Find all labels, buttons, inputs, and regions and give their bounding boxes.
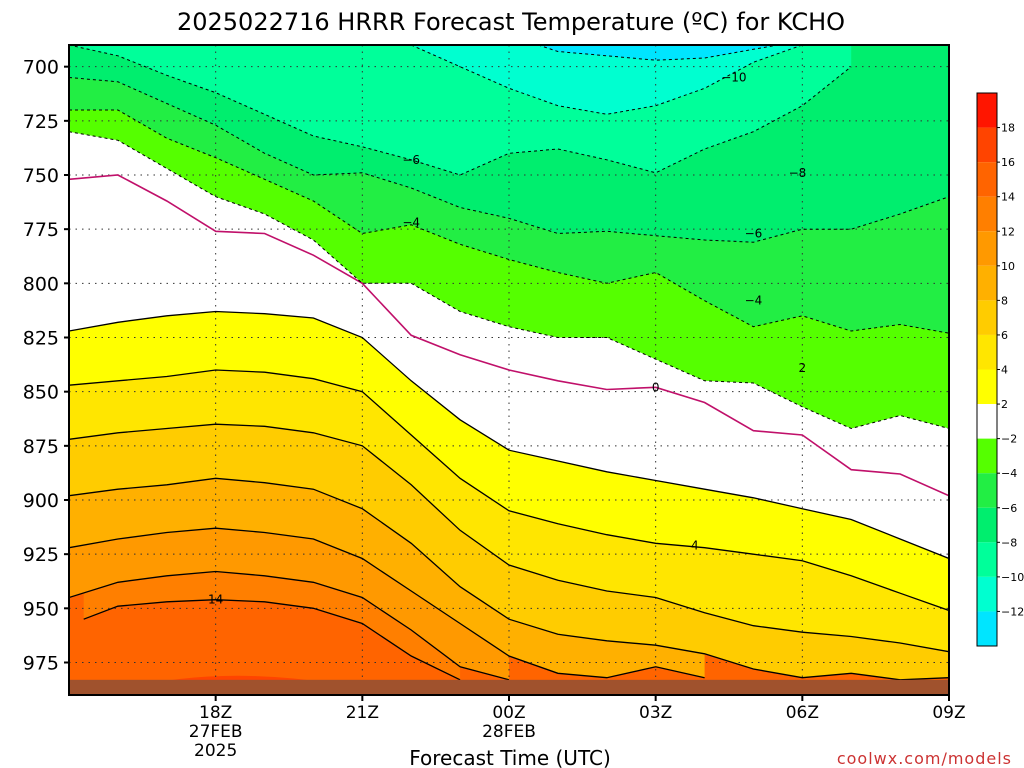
y-tick-label: 800 (23, 273, 59, 295)
color-bar-label: −6 (1001, 502, 1017, 515)
y-tick-label: 825 (23, 328, 59, 350)
isotherm-line-8 (69, 477, 949, 681)
isotherm-line-14 (83, 599, 461, 681)
y-tick-label: 900 (23, 490, 59, 512)
y-tick-label: 725 (23, 111, 59, 133)
color-bar-cell (977, 93, 997, 128)
isotherm-line-4 (69, 369, 949, 612)
color-bar: 18 16 14 12 10 8 6 4 2 −2 −4 −6 −8 −10 −12 (976, 92, 1024, 647)
x-tick-label: 06Z (786, 703, 819, 723)
ground-strip (69, 679, 949, 695)
y-tick-label: 975 (23, 653, 59, 675)
color-bar-cell (977, 542, 997, 577)
color-bar-cell (977, 438, 997, 474)
x-tick-label: 03Z (639, 703, 672, 723)
color-bar-label: 4 (1001, 364, 1008, 377)
isotherm-label: 0 (652, 380, 660, 394)
band-fill--10 (411, 45, 803, 115)
y-tick-label: 850 (23, 382, 59, 404)
isotherm-label: −6 (402, 153, 420, 167)
temperature-fill-bands (69, 45, 949, 695)
isotherm-label: 2 (799, 361, 807, 375)
x-tick-label: 18Z (199, 703, 232, 723)
plot-area: 14 4 2 0 −4 −4 −6 −6 −8 −10 (69, 45, 950, 695)
x-tick-date: 28FEB (482, 722, 536, 742)
color-bar-label: 12 (1001, 225, 1015, 238)
isotherm-label: 14 (208, 593, 223, 607)
color-bar-cell (977, 127, 997, 163)
color-bar-cell (977, 196, 997, 232)
isotherm-label: −8 (789, 166, 807, 180)
isotherm-label: −6 (745, 227, 763, 241)
color-bar-cell (977, 404, 997, 439)
isotherm-lines (69, 45, 949, 681)
x-axis-label: Forecast Time (UTC) (409, 746, 611, 768)
y-tick-label: 925 (23, 544, 59, 566)
chart-title: 2025022716 HRRR Forecast Temperature (ºC… (177, 8, 845, 36)
credit-text: coolwx.com/models (837, 749, 1012, 768)
isotherm-labels: 14 4 2 0 −4 −4 −6 −6 −8 −10 (208, 71, 806, 607)
color-bar-label: 6 (1001, 329, 1008, 342)
color-bar-label: 8 (1001, 294, 1008, 307)
isotherm-label: −10 (721, 71, 746, 85)
y-tick-label: 775 (23, 219, 59, 241)
color-bar-label: −12 (1001, 605, 1024, 618)
y-tick-label: 750 (23, 165, 59, 187)
color-bar-label: 14 (1001, 191, 1015, 204)
x-tick-label: 21Z (346, 703, 379, 723)
color-bar-cell (977, 265, 997, 301)
color-bar-label: 18 (1001, 122, 1015, 135)
color-bar-cell (977, 507, 997, 543)
color-bar-cell (977, 369, 997, 405)
isotherm-line-0 (69, 174, 949, 497)
color-bar-label: 10 (1001, 260, 1015, 273)
isotherm-line--6 (69, 77, 949, 243)
x-tick-label: 00Z (492, 703, 525, 723)
isotherm-line-12 (69, 570, 510, 681)
isotherm-line-2 (69, 310, 949, 560)
color-bar-label: −10 (1001, 571, 1024, 584)
color-bar-label: 2 (1001, 398, 1008, 411)
color-bar-label: −8 (1001, 536, 1017, 549)
color-bar-label: 16 (1001, 156, 1015, 169)
x-tick-year: 2025 (194, 741, 237, 761)
isotherm-label: 4 (691, 539, 699, 553)
color-bar-cell (977, 576, 997, 612)
color-bar-cell (977, 231, 997, 266)
isotherm-line-10 (69, 527, 705, 679)
y-tick-label: 950 (23, 598, 59, 620)
color-bar-cell (977, 334, 997, 370)
isotherm-line-6 (69, 423, 949, 653)
color-bar-cell (977, 300, 997, 335)
x-tick-label: 09Z (932, 703, 965, 723)
isotherm-line--12 (538, 45, 778, 61)
isotherm-label: −4 (745, 294, 763, 308)
y-tick-label: 875 (23, 436, 59, 458)
color-bar-label: −2 (1001, 433, 1017, 446)
isotherm-label: −4 (402, 216, 420, 230)
x-tick-date: 27FEB (189, 722, 243, 742)
color-bar-label: −4 (1001, 467, 1017, 480)
color-bar-cell (977, 611, 997, 646)
color-bar-cell (977, 162, 997, 197)
isotherm-line--2 (69, 131, 949, 430)
band-fill--12 (538, 45, 778, 61)
y-axis: 700 725 750 775 800 825 850 875 900 925 950 975 (23, 57, 69, 675)
band-fill-warm-core (83, 599, 461, 695)
color-bar-cell (977, 473, 997, 508)
y-tick-label: 700 (23, 57, 59, 79)
